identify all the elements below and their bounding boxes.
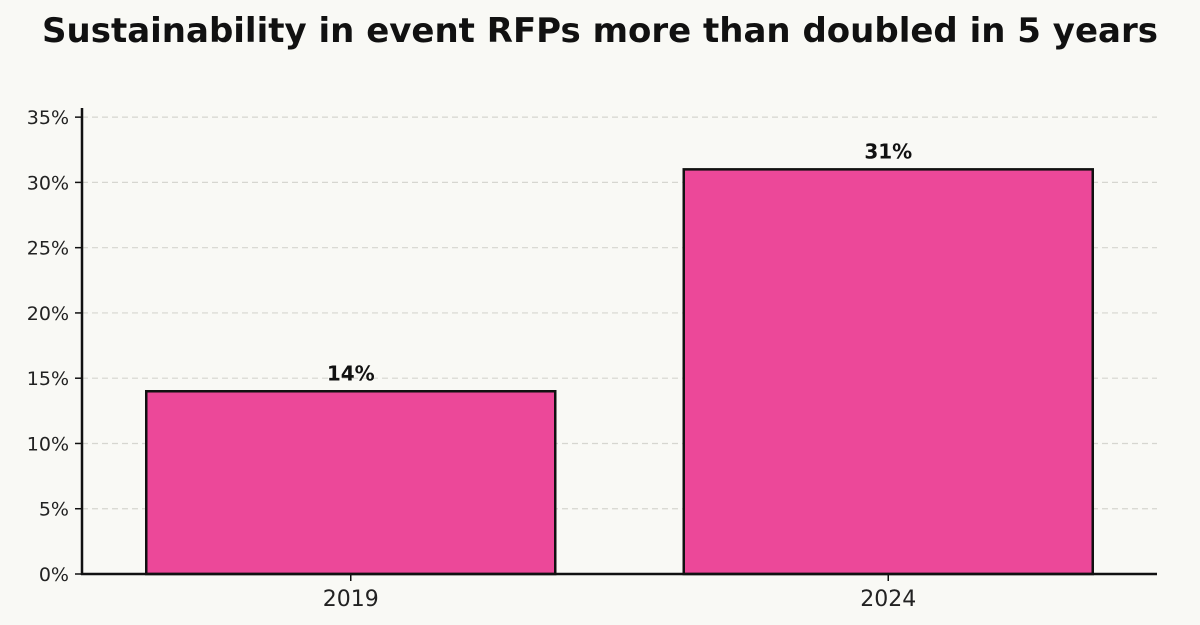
y-tick-label: 5%: [39, 499, 69, 521]
x-tick-label: 2019: [323, 587, 379, 612]
y-tick-label: 35%: [27, 107, 69, 129]
data-label: 14%: [327, 361, 375, 385]
data-label: 31%: [864, 139, 912, 163]
chart-title: Sustainability in event RFPs more than d…: [42, 11, 1158, 51]
y-tick-label: 15%: [27, 368, 69, 390]
bar-2019: [145, 390, 557, 576]
y-tick-label: 25%: [27, 238, 69, 260]
y-tick-label: 10%: [27, 433, 69, 455]
x-tick-label: 2024: [860, 587, 916, 612]
y-tick-label: 30%: [27, 172, 69, 194]
y-tick-label: 0%: [39, 564, 69, 586]
bar-2024: [682, 168, 1094, 576]
y-tick-label: 20%: [27, 303, 69, 325]
